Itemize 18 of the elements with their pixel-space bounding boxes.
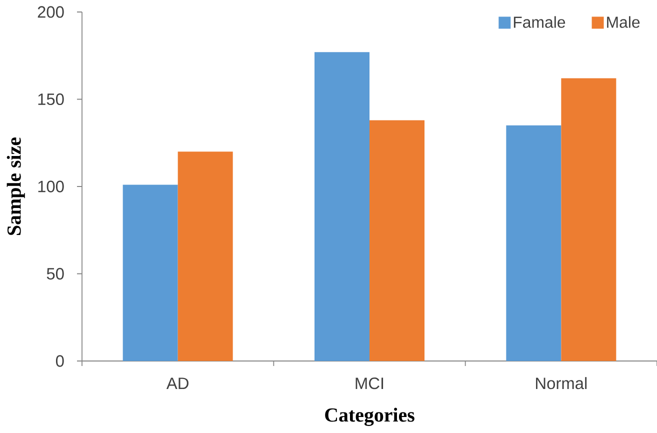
bar [370,120,425,361]
bar [122,184,178,361]
y-axis-title: Sample size [6,138,25,235]
y-tick-label: 100 [38,180,64,192]
bar [506,125,562,361]
y-tick-label: 0 [56,355,64,367]
x-tick-label: MCI [356,378,384,390]
legend-label: Male [607,16,640,28]
bar [178,152,233,361]
y-tick-label: 50 [46,268,64,280]
bar [561,78,616,361]
y-tick-label: 150 [38,93,64,106]
y-tick-label: 200 [38,6,64,18]
bar [314,52,370,361]
legend-label: Famale [514,16,566,28]
x-tick-label: AD [166,378,188,389]
x-tick-label: Normal [536,377,587,390]
x-axis-title: Categories [325,408,414,426]
